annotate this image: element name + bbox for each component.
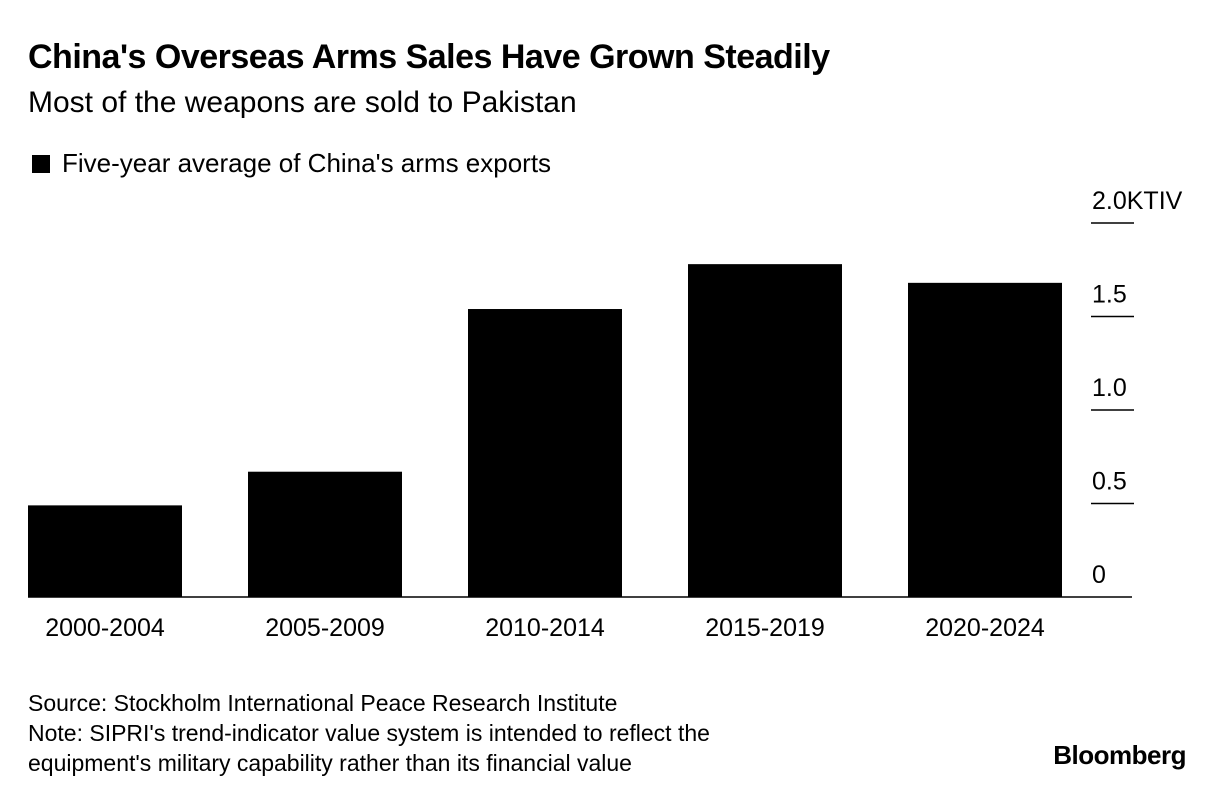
source-text: Source: Stockholm International Peace Re… — [28, 690, 618, 716]
y-tick-label: 2.0KTIV — [1092, 187, 1183, 215]
bar-2015-2019 — [688, 264, 842, 597]
y-tick-label: 1.5 — [1092, 281, 1127, 309]
y-tick-label: 0.5 — [1092, 468, 1127, 496]
legend: Five-year average of China's arms export… — [32, 148, 551, 179]
footer-notes: Source: Stockholm International Peace Re… — [28, 688, 710, 778]
chart-subtitle: Most of the weapons are sold to Pakistan — [28, 86, 577, 119]
x-tick-label: 2000-2004 — [45, 614, 165, 642]
bar-2005-2009 — [248, 471, 402, 597]
bar-2020-2024 — [908, 282, 1062, 597]
legend-label: Five-year average of China's arms export… — [62, 148, 552, 178]
x-tick-label: 2015-2019 — [705, 614, 825, 642]
x-tick-label: 2010-2014 — [485, 614, 605, 642]
y-tick-label: 0 — [1092, 561, 1106, 589]
x-tick-label: 2020-2024 — [925, 614, 1045, 642]
bar-2010-2014 — [468, 309, 622, 597]
bar-chart: 2000-2004 2005-2009 2010-2014 2015-2019 2020… — [28, 187, 1183, 642]
bar-2000-2004 — [28, 505, 182, 597]
legend-swatch — [32, 154, 50, 173]
note-text-line-2: equipment's military capability rather t… — [28, 750, 632, 776]
bloomberg-logo: Bloomberg — [1053, 740, 1186, 770]
x-tick-label: 2005-2009 — [265, 614, 385, 642]
note-text-line-1: Note: SIPRI's trend-indicator value syst… — [28, 720, 710, 746]
chart-title: China's Overseas Arms Sales Have Grown S… — [28, 38, 830, 76]
y-tick-label: 1.0 — [1092, 374, 1127, 402]
